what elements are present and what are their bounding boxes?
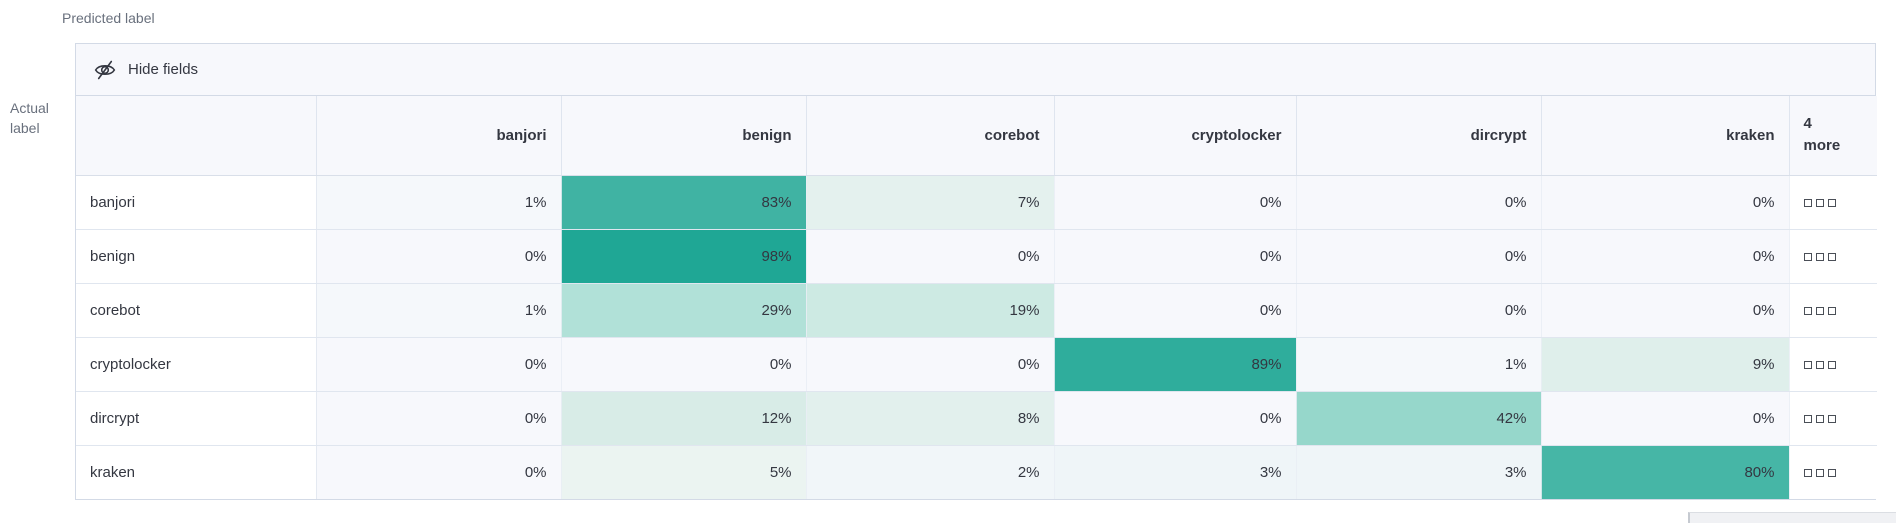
cell-dircrypt-kraken: 0% [1541,391,1790,446]
cell-corebot-cryptolocker: 0% [1054,283,1297,338]
grid-row-banjori: banjori 1% 83% 7% 0% 0% 0% [76,175,1877,230]
ellipsis-square-icon [1827,360,1836,369]
row-label-kraken: kraken [76,445,317,499]
ellipsis-square-icon [1815,198,1824,207]
cell-benign-benign: 98% [561,229,807,284]
cell-cryptolocker-dircrypt: 1% [1296,337,1542,392]
row-actions-ellipsis-button[interactable] [1789,337,1877,392]
grid-row-kraken: kraken 0% 5% 2% 3% 3% 80% [76,445,1877,499]
row-label-benign: benign [76,229,317,284]
row-actions-ellipsis-button[interactable] [1789,391,1877,446]
ellipsis-square-icon [1803,252,1812,261]
cell-kraken-cryptolocker: 3% [1054,445,1297,499]
ellipsis-square-icon [1815,468,1824,477]
ellipsis-square-icon [1803,414,1812,423]
column-header-more[interactable]: 4 more [1789,96,1877,176]
cell-benign-cryptolocker: 0% [1054,229,1297,284]
cell-corebot-corebot: 19% [806,283,1055,338]
cell-benign-dircrypt: 0% [1296,229,1542,284]
cell-kraken-dircrypt: 3% [1296,445,1542,499]
hide-fields-label: Hide fields [128,61,199,78]
column-header-dircrypt[interactable]: dircrypt [1296,96,1542,176]
ellipsis-square-icon [1815,306,1824,315]
ellipsis-square-icon [1827,468,1836,477]
ellipsis-square-icon [1827,414,1836,423]
column-header-kraken[interactable]: kraken [1541,96,1790,176]
cell-cryptolocker-benign: 0% [561,337,807,392]
grid-row-dircrypt: dircrypt 0% 12% 8% 0% 42% 0% [76,391,1877,446]
cell-dircrypt-cryptolocker: 0% [1054,391,1297,446]
ellipsis-square-icon [1815,414,1824,423]
cell-kraken-kraken: 80% [1541,445,1790,499]
cell-cryptolocker-kraken: 9% [1541,337,1790,392]
cell-banjori-kraken: 0% [1541,175,1790,230]
cell-dircrypt-benign: 12% [561,391,807,446]
ellipsis-square-icon [1803,468,1812,477]
cell-benign-banjori: 0% [316,229,562,284]
column-header-banjori[interactable]: banjori [316,96,562,176]
ellipsis-square-icon [1803,306,1812,315]
row-actions-ellipsis-button[interactable] [1789,445,1877,499]
cell-cryptolocker-banjori: 0% [316,337,562,392]
cell-corebot-dircrypt: 0% [1296,283,1542,338]
column-header-row: banjori benign corebot cryptolocker dircrypt… [76,96,1877,176]
eye-closed-icon [94,59,116,81]
cell-dircrypt-dircrypt: 42% [1296,391,1542,446]
cell-benign-kraken: 0% [1541,229,1790,284]
cell-banjori-cryptolocker: 0% [1054,175,1297,230]
corner-cell [76,96,317,176]
cell-kraken-benign: 5% [561,445,807,499]
row-actions-ellipsis-button[interactable] [1789,229,1877,284]
confusion-matrix-panel: Hide fields banjori benign corebot cryptolo… [75,43,1877,500]
ellipsis-square-icon [1827,252,1836,261]
cell-dircrypt-corebot: 8% [806,391,1055,446]
cell-banjori-benign: 83% [561,175,807,230]
cell-corebot-benign: 29% [561,283,807,338]
cell-benign-corebot: 0% [806,229,1055,284]
ellipsis-square-icon [1827,306,1836,315]
hide-fields-button[interactable]: Hide fields [76,44,1875,96]
ellipsis-square-icon [1815,360,1824,369]
cell-cryptolocker-corebot: 0% [806,337,1055,392]
column-header-cryptolocker[interactable]: cryptolocker [1054,96,1297,176]
predicted-label-axis-title: Predicted label [62,10,155,26]
row-label-banjori: banjori [76,175,317,230]
ellipsis-square-icon [1827,198,1836,207]
row-label-corebot: corebot [76,283,317,338]
row-label-cryptolocker: cryptolocker [76,337,317,392]
grid-row-corebot: corebot 1% 29% 19% 0% 0% 0% [76,283,1877,338]
ellipsis-square-icon [1803,198,1812,207]
row-actions-ellipsis-button[interactable] [1789,283,1877,338]
cell-banjori-banjori: 1% [316,175,562,230]
grid-row-cryptolocker: cryptolocker 0% 0% 0% 89% 1% 9% [76,337,1877,392]
cell-corebot-banjori: 1% [316,283,562,338]
actual-label-line2: label [10,120,40,136]
cell-dircrypt-banjori: 0% [316,391,562,446]
actual-label-axis-title: Actual label [10,98,49,138]
row-label-dircrypt: dircrypt [76,391,317,446]
row-actions-ellipsis-button[interactable] [1789,175,1877,230]
column-header-benign[interactable]: benign [561,96,807,176]
column-header-corebot[interactable]: corebot [806,96,1055,176]
cell-corebot-kraken: 0% [1541,283,1790,338]
cell-kraken-corebot: 2% [806,445,1055,499]
actual-label-line1: Actual [10,100,49,116]
confusion-matrix-grid: banjori benign corebot cryptolocker dircrypt… [76,96,1877,499]
cell-cryptolocker-cryptolocker: 89% [1054,337,1297,392]
ellipsis-square-icon [1815,252,1824,261]
more-columns-label: 4 more [1803,115,1841,155]
cell-banjori-corebot: 7% [806,175,1055,230]
ellipsis-square-icon [1803,360,1812,369]
horizontal-scrollbar[interactable] [1688,512,1896,523]
cell-kraken-banjori: 0% [316,445,562,499]
grid-row-benign: benign 0% 98% 0% 0% 0% 0% [76,229,1877,284]
cell-banjori-dircrypt: 0% [1296,175,1542,230]
